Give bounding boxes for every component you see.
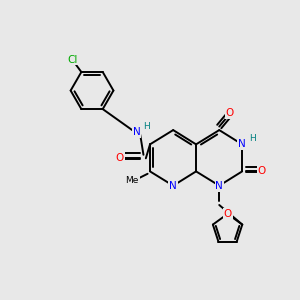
Text: O: O xyxy=(224,209,232,219)
Text: Me: Me xyxy=(125,176,139,185)
Text: H: H xyxy=(249,134,256,143)
Text: O: O xyxy=(226,108,234,118)
Text: H: H xyxy=(143,122,149,131)
Text: O: O xyxy=(257,167,266,176)
Text: N: N xyxy=(169,181,177,191)
Text: O: O xyxy=(116,153,124,163)
Text: N: N xyxy=(238,140,246,149)
Text: N: N xyxy=(215,181,223,191)
Text: N: N xyxy=(133,127,140,137)
Text: Cl: Cl xyxy=(67,55,78,64)
